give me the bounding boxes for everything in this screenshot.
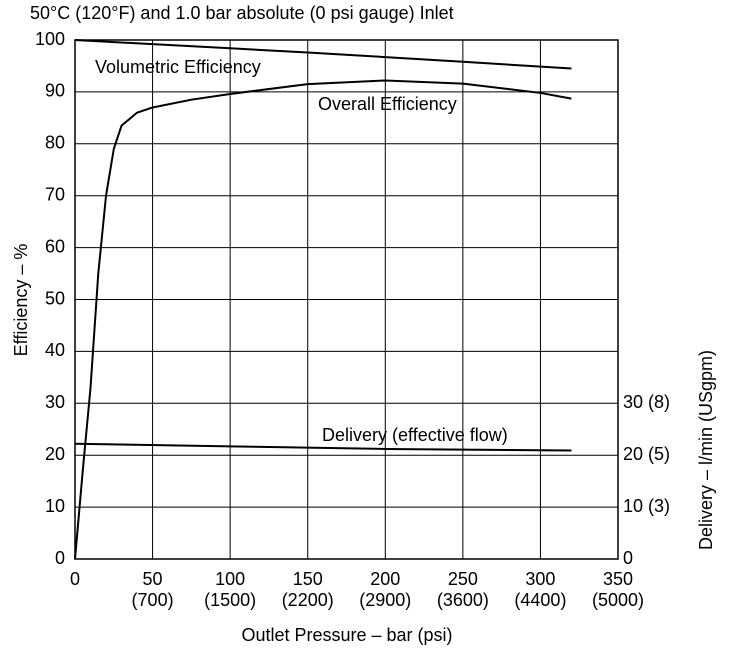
x-tick-label: 200 xyxy=(370,569,400,589)
series-line xyxy=(74,442,572,452)
y-axis-label: Efficiency – % xyxy=(11,244,31,357)
x-tick-label: 100 xyxy=(215,569,245,589)
chart-title: 50°C (120°F) and 1.0 bar absolute (0 psi… xyxy=(30,3,454,23)
y-tick-label: 50 xyxy=(45,288,65,308)
y-tick-label: 90 xyxy=(45,81,65,101)
y2-tick-label: 10 (3) xyxy=(623,496,670,516)
y-tick-label: 30 xyxy=(45,392,65,412)
x-tick-psi-label: (2900) xyxy=(359,590,411,610)
x-tick-psi-label: (5000) xyxy=(592,590,644,610)
y-tick-label: 0 xyxy=(55,548,65,568)
x-tick-label: 350 xyxy=(603,569,633,589)
x-tick-label: 250 xyxy=(448,569,478,589)
y2-axis-label: Delivery – l/min (USgpm) xyxy=(696,350,716,550)
series-label: Volumetric Efficiency xyxy=(95,57,261,77)
x-tick-label: 50 xyxy=(143,569,163,589)
y-tick-label: 80 xyxy=(45,133,65,153)
y-tick-label: 20 xyxy=(45,444,65,464)
y-tick-label: 60 xyxy=(45,236,65,256)
x-tick-psi-label: (700) xyxy=(132,590,174,610)
y-tick-label: 70 xyxy=(45,184,65,204)
series-label: Overall Efficiency xyxy=(318,94,457,114)
x-tick-psi-label: (2200) xyxy=(282,590,334,610)
y2-tick-label: 20 (5) xyxy=(623,444,670,464)
y2-tick-label: 0 xyxy=(623,548,633,568)
x-tick-label: 150 xyxy=(293,569,323,589)
y2-tick-label: 30 (8) xyxy=(623,392,670,412)
series-line xyxy=(74,39,572,70)
x-tick-psi-label: (3600) xyxy=(437,590,489,610)
x-tick-label: 0 xyxy=(70,569,80,589)
y-tick-label: 100 xyxy=(35,29,65,49)
x-axis-label: Outlet Pressure – bar (psi) xyxy=(241,625,452,645)
x-tick-psi-label: (4400) xyxy=(514,590,566,610)
x-tick-psi-label: (1500) xyxy=(204,590,256,610)
series-label: Delivery (effective flow) xyxy=(322,425,508,445)
y-tick-label: 40 xyxy=(45,340,65,360)
plot-frame xyxy=(74,39,619,560)
x-tick-label: 300 xyxy=(525,569,555,589)
y-tick-label: 10 xyxy=(45,496,65,516)
series-line xyxy=(74,79,572,560)
